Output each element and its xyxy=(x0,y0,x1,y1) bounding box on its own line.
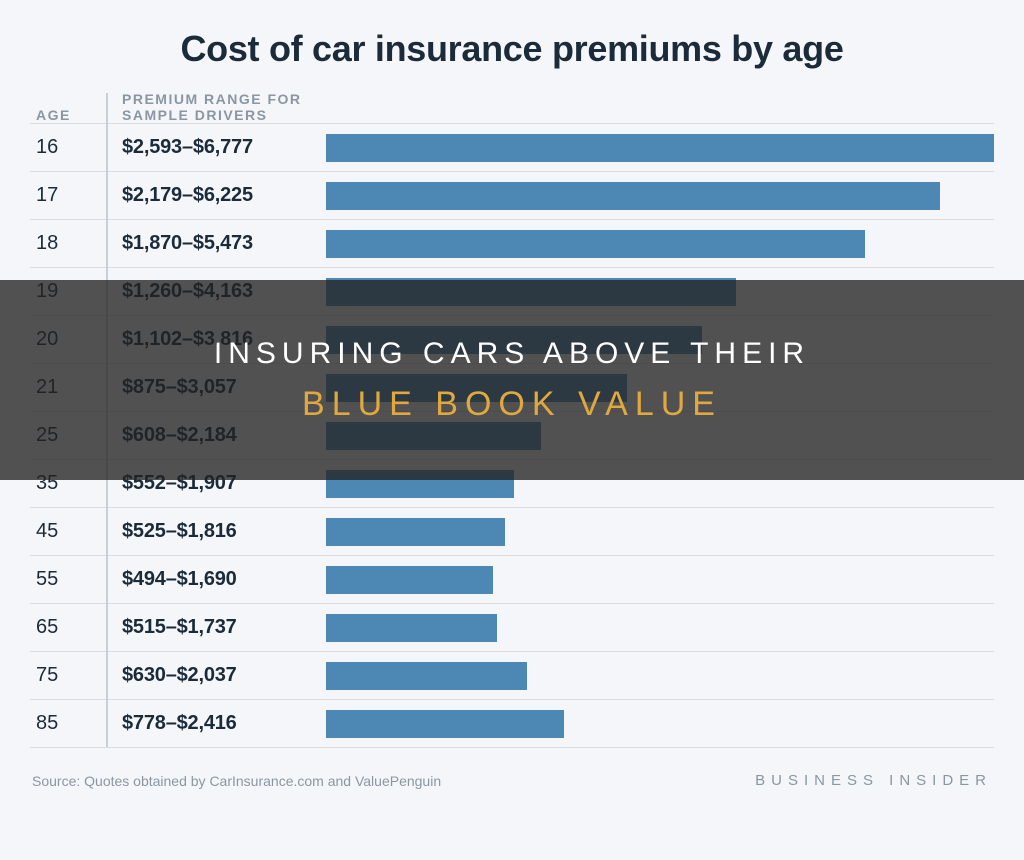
cell-bar xyxy=(326,230,994,258)
cell-range: $525–$1,816 xyxy=(122,520,326,543)
overlay-line-1: INSURING CARS ABOVE THEIR xyxy=(214,337,810,371)
bar xyxy=(326,710,564,738)
header-age: AGE xyxy=(30,107,106,123)
bar xyxy=(326,230,865,258)
column-separator xyxy=(106,507,108,555)
table-row: 16 $2,593–$6,777 xyxy=(30,124,994,172)
cell-bar xyxy=(326,518,994,546)
overlay-banner: INSURING CARS ABOVE THEIR BLUE BOOK VALU… xyxy=(0,280,1024,480)
column-separator xyxy=(106,171,108,219)
table-header-row: AGE PREMIUM RANGE FOR SAMPLE DRIVERS xyxy=(30,92,994,124)
chart-title: Cost of car insurance premiums by age xyxy=(30,28,994,70)
column-separator xyxy=(106,555,108,603)
bar xyxy=(326,182,940,210)
cell-range: $2,179–$6,225 xyxy=(122,184,326,207)
cell-bar xyxy=(326,662,994,690)
table-row: 45 $525–$1,816 xyxy=(30,508,994,556)
cell-range: $515–$1,737 xyxy=(122,616,326,639)
cell-age: 17 xyxy=(30,184,106,207)
column-separator xyxy=(106,699,108,747)
column-separator xyxy=(106,93,108,123)
bar xyxy=(326,662,527,690)
cell-range: $778–$2,416 xyxy=(122,712,326,735)
cell-bar xyxy=(326,710,994,738)
bar xyxy=(326,566,493,594)
cell-age: 16 xyxy=(30,136,106,159)
table-row: 18 $1,870–$5,473 xyxy=(30,220,994,268)
cell-bar xyxy=(326,566,994,594)
cell-bar xyxy=(326,614,994,642)
cell-age: 85 xyxy=(30,712,106,735)
cell-age: 45 xyxy=(30,520,106,543)
table-row: 55 $494–$1,690 xyxy=(30,556,994,604)
column-separator xyxy=(106,123,108,171)
cell-age: 65 xyxy=(30,616,106,639)
cell-range: $494–$1,690 xyxy=(122,568,326,591)
cell-age: 55 xyxy=(30,568,106,591)
table-row: 65 $515–$1,737 xyxy=(30,604,994,652)
brand-text: BUSINESS INSIDER xyxy=(755,772,992,789)
source-text: Source: Quotes obtained by CarInsurance.… xyxy=(32,773,441,789)
cell-range: $2,593–$6,777 xyxy=(122,136,326,159)
bar xyxy=(326,134,994,162)
table-row: 85 $778–$2,416 xyxy=(30,700,994,748)
bar xyxy=(326,614,497,642)
header-range: PREMIUM RANGE FOR SAMPLE DRIVERS xyxy=(122,91,326,123)
cell-range: $630–$2,037 xyxy=(122,664,326,687)
column-separator xyxy=(106,651,108,699)
cell-range: $1,870–$5,473 xyxy=(122,232,326,255)
bar xyxy=(326,518,505,546)
cell-age: 18 xyxy=(30,232,106,255)
table-row: 17 $2,179–$6,225 xyxy=(30,172,994,220)
column-separator xyxy=(106,603,108,651)
cell-age: 75 xyxy=(30,664,106,687)
overlay-line-2: BLUE BOOK VALUE xyxy=(302,385,722,424)
table-row: 75 $630–$2,037 xyxy=(30,652,994,700)
chart-footer: Source: Quotes obtained by CarInsurance.… xyxy=(30,772,994,789)
column-separator xyxy=(106,219,108,267)
cell-bar xyxy=(326,182,994,210)
cell-bar xyxy=(326,134,994,162)
